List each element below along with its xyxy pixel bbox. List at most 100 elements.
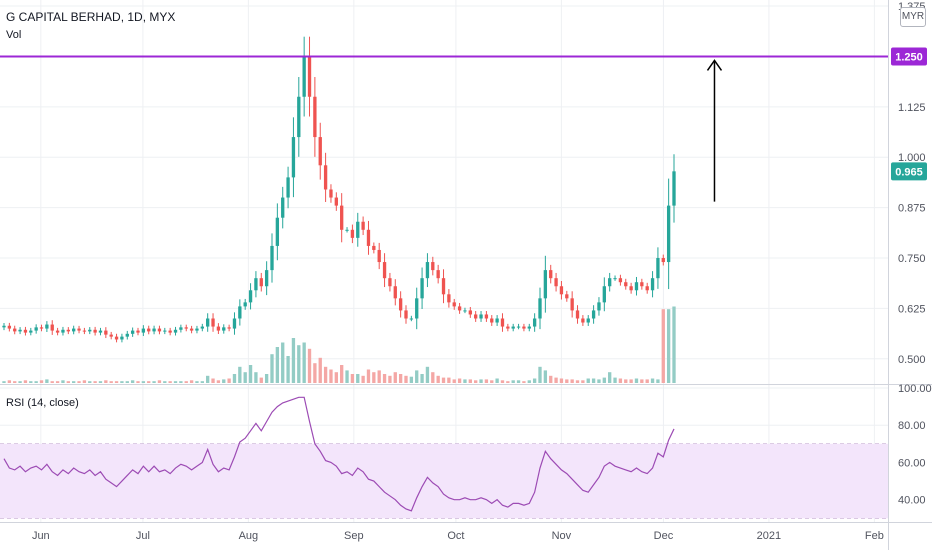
candle-body bbox=[168, 330, 172, 333]
candle-body bbox=[393, 286, 397, 299]
volume-bar bbox=[618, 378, 623, 383]
candle-body bbox=[586, 318, 590, 323]
candle-body bbox=[29, 330, 33, 333]
volume-bar bbox=[318, 357, 322, 383]
candle-body bbox=[672, 171, 676, 206]
candle-body bbox=[618, 278, 623, 283]
time-tick-label: Nov bbox=[552, 530, 572, 542]
volume-bar bbox=[120, 381, 124, 383]
volume-bar bbox=[522, 381, 526, 383]
time-tick-label: Jul bbox=[136, 530, 150, 542]
volume-bar bbox=[61, 380, 65, 383]
volume-bar bbox=[104, 380, 108, 383]
volume-bar bbox=[200, 381, 204, 383]
candle-body bbox=[318, 137, 322, 166]
volume-bar bbox=[72, 381, 76, 383]
volume-bar bbox=[420, 374, 424, 383]
candle-body bbox=[227, 327, 231, 329]
candle-body bbox=[109, 334, 113, 337]
volume-bar bbox=[656, 379, 660, 383]
annotation-arrow[interactable] bbox=[706, 59, 723, 202]
volume-bar bbox=[640, 379, 644, 383]
volume-bar bbox=[23, 380, 28, 383]
price-tick-label: 1.000 bbox=[898, 152, 926, 164]
candle-body bbox=[302, 56, 306, 97]
volume-bar bbox=[109, 381, 113, 383]
candle-body bbox=[543, 270, 548, 299]
candle-body bbox=[200, 326, 204, 329]
candle-body bbox=[270, 245, 274, 271]
candle-body bbox=[82, 330, 87, 332]
volume-bar bbox=[77, 381, 81, 383]
volume-bar bbox=[516, 380, 521, 383]
candle-body bbox=[398, 298, 403, 311]
candle-body bbox=[34, 327, 38, 331]
volume-bar bbox=[2, 381, 6, 383]
candle-body bbox=[484, 314, 489, 319]
candle-body bbox=[640, 282, 644, 287]
candle-body bbox=[211, 318, 215, 327]
volume-bar bbox=[409, 376, 414, 383]
candle-body bbox=[329, 189, 333, 198]
candle-body bbox=[141, 328, 146, 333]
volume-bar bbox=[549, 375, 553, 383]
candle-body bbox=[281, 197, 285, 218]
volume-bar bbox=[275, 347, 280, 383]
candle-body bbox=[232, 318, 237, 329]
candle-body bbox=[613, 278, 617, 280]
candle-body bbox=[340, 205, 344, 230]
price-tags: 1.250 0.965 bbox=[891, 47, 927, 181]
rsi-tick-label: 100.00 bbox=[898, 383, 932, 395]
candle-body bbox=[661, 258, 665, 263]
price-tick-label: 0.750 bbox=[898, 253, 926, 265]
volume-bar bbox=[323, 366, 328, 383]
candle-body bbox=[425, 262, 430, 279]
candle-body bbox=[13, 328, 17, 332]
candle-body bbox=[629, 286, 633, 291]
candle-body bbox=[522, 326, 526, 329]
volume-bar bbox=[436, 375, 440, 383]
volume-bar bbox=[88, 381, 92, 383]
volume-bar bbox=[624, 379, 628, 383]
currency-badge[interactable]: MYR bbox=[900, 7, 926, 27]
volume-bar bbox=[479, 379, 483, 383]
candle-body bbox=[452, 302, 456, 307]
candle-body bbox=[388, 278, 392, 287]
candle-body bbox=[538, 298, 542, 319]
volume-bar bbox=[7, 380, 12, 383]
volume-bar bbox=[329, 369, 333, 383]
candle-body bbox=[104, 330, 108, 335]
volume-bar bbox=[286, 356, 290, 383]
time-tick-label: Jun bbox=[32, 530, 50, 542]
candle-body bbox=[334, 197, 338, 206]
candle-body bbox=[656, 258, 660, 279]
candle-body bbox=[125, 333, 129, 337]
candle-body bbox=[291, 137, 296, 178]
candle-body bbox=[575, 310, 580, 319]
candle-body bbox=[88, 329, 92, 332]
volume-bar bbox=[372, 372, 376, 383]
rsi-tick-label: 40.00 bbox=[898, 495, 926, 507]
volume-bar bbox=[254, 372, 258, 383]
resistance-price-tag-bg bbox=[891, 47, 927, 66]
volume-bar bbox=[216, 380, 221, 383]
candle-body bbox=[39, 327, 44, 329]
volume-label[interactable]: Vol bbox=[6, 29, 22, 41]
volume-bar bbox=[168, 381, 172, 383]
volume-bar bbox=[597, 379, 601, 383]
candle-body bbox=[377, 249, 381, 263]
candle-body bbox=[366, 229, 371, 246]
candle-body bbox=[307, 56, 312, 97]
time-tick-label: 2021 bbox=[757, 530, 781, 542]
volume-bar bbox=[554, 377, 558, 383]
candle-body bbox=[184, 327, 188, 329]
rsi-label[interactable]: RSI (14, close) bbox=[6, 397, 79, 409]
candle-body bbox=[447, 294, 451, 303]
time-tick-label: Dec bbox=[654, 530, 674, 542]
volume-bar bbox=[634, 378, 639, 383]
candle-body bbox=[431, 262, 435, 271]
symbol-title[interactable]: G CAPITAL BERHAD, 1D, MYX bbox=[6, 10, 176, 24]
candle-body bbox=[66, 329, 70, 332]
volume-bar bbox=[565, 379, 569, 383]
